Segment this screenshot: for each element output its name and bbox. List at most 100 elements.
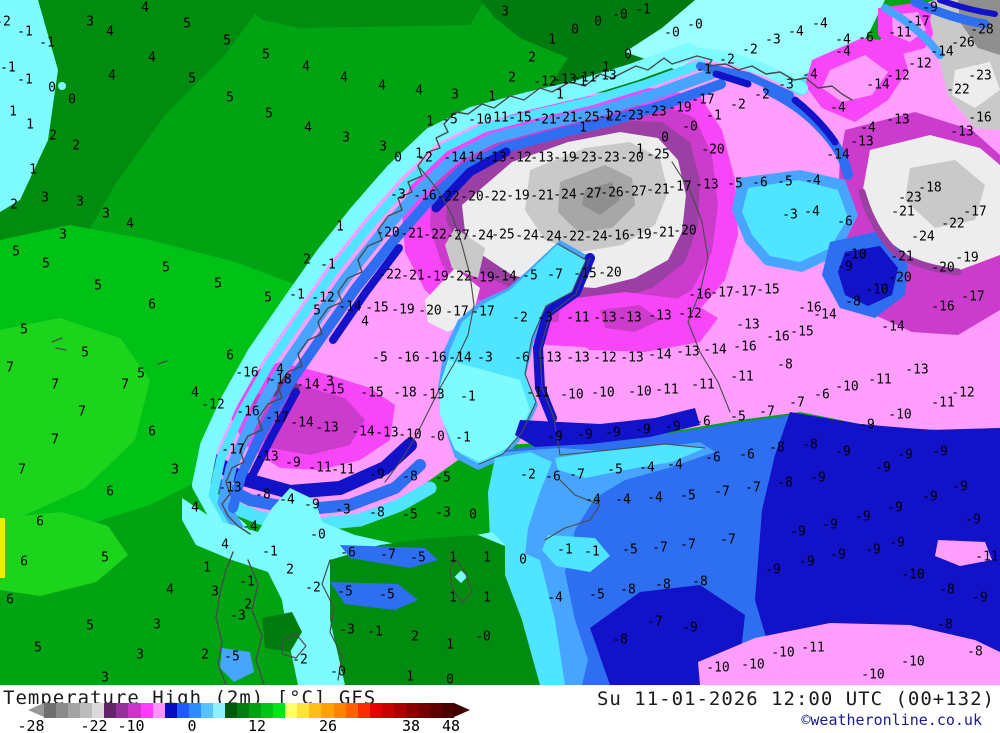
band-coast-cyan [192,43,698,539]
temp-label: 4 [191,385,199,401]
temp-label: -26 [600,185,624,201]
band-coast-cyan2 [208,59,706,545]
temp-label: -9 [922,0,938,16]
temp-label: -20 [418,303,442,319]
temp-label: 1 [548,32,556,48]
temp-label: -13 [950,124,974,140]
region-corner-gray-light [952,62,1000,108]
temp-label: -23 [573,150,597,166]
region-zealand-green [262,612,302,652]
temp-label: 1 [449,590,457,606]
temp-label: -21 [651,225,675,241]
region-jutland-blue-spot [220,648,254,682]
temp-label: 1 [26,117,34,133]
temp-label: -7 [547,267,563,283]
temp-label: -14 [443,150,467,166]
temp-label: -14 [648,347,672,363]
temp-label: -11 [308,460,332,476]
temp-label: -17 [733,284,757,300]
temp-label: -16 [968,110,992,126]
temp-label: -8 [845,294,861,310]
temp-label: -6 [739,447,755,463]
temp-label: -9 [875,460,891,476]
temp-label: -5 [372,350,388,366]
temp-label: -16 [931,299,955,315]
temp-label: 5 [42,256,50,272]
temp-label: 4 [126,216,134,232]
temp-label: -7 [680,537,696,553]
legend-segment [164,703,177,718]
temp-label: -12 [593,350,617,366]
temp-label: 1 [9,104,17,120]
temp-label: 5 [20,322,28,338]
temp-label: -10 [741,657,765,673]
temp-label-layer: -2-1-1-1-1001122134455544443445554331233… [0,0,999,686]
temp-label: -3 [782,207,798,223]
temp-label: -23 [620,108,644,124]
temp-label: -1 [367,624,383,640]
temp-label: 0 [394,150,402,166]
temp-label: -7 [380,547,396,563]
temp-label: -15 [756,282,780,298]
temp-label: -3 [390,187,406,203]
temp-label: 3 [171,462,179,478]
temp-label: -17 [691,92,715,108]
temp-label: -13 [530,150,554,166]
temp-label: 1 [336,219,344,235]
temp-label: -21 [646,182,670,198]
temp-label: -14 [866,77,890,93]
temp-label: -4 [242,519,258,535]
scale-tick-label: 38 [401,717,421,733]
temp-label: -18 [393,385,417,401]
region-kattegat-blue-north [340,545,438,568]
border-norway-sweden [384,167,475,483]
temp-label: -20 [931,260,955,276]
temp-label: -20 [460,189,484,205]
temp-label: -4 [279,492,295,508]
temp-label: -8 [769,440,785,456]
temp-label: 3 [451,87,459,103]
temp-label: -1 [460,389,476,405]
temp-label: -17 [265,410,289,426]
temp-label: -13 [375,425,399,441]
legend-segment [381,703,394,718]
temp-label: -9 [799,554,815,570]
region-corner-pink [935,540,992,566]
legend-segment [333,703,346,718]
legend-segment [237,703,250,718]
temp-label: -5 [402,507,418,523]
legend-segment [285,703,298,718]
temp-label: -15 [573,266,597,282]
temp-label: -15 [508,110,532,126]
temp-label: -23 [968,68,992,84]
temp-label: -5 [727,176,743,192]
temp-label: -11 [655,382,679,398]
temp-label: -11 [526,385,550,401]
legend-segment [92,703,105,718]
temp-label: -0 [687,17,703,33]
region-gotland-lake [454,570,468,584]
legend-segment [345,703,358,718]
legend-segment [152,703,165,718]
region-yellow-sliver [0,518,5,578]
temp-label: -7 [745,480,761,496]
temp-label: 5 [223,33,231,49]
temp-label: -6 [340,545,356,561]
region-corner-lightblue-arc [881,4,944,59]
temp-label: 3 [136,647,144,663]
temp-label: -24 [538,229,562,245]
temp-label: -9 [922,489,938,505]
temp-label: 6 [36,514,44,530]
temp-label: 3 [76,194,84,210]
region-corner-blue-arc [910,0,990,29]
temp-label: -11 [573,70,597,86]
temp-label: -19 [668,100,692,116]
temp-label: -18 [918,180,942,196]
legend-segment [417,703,430,718]
temp-label: -2 [520,467,536,483]
temp-label: -13 [593,310,617,326]
temp-label: 5 [188,71,196,87]
temp-label: -2 [754,87,770,103]
temp-label: -4 [647,490,663,506]
color-scale [28,703,470,718]
